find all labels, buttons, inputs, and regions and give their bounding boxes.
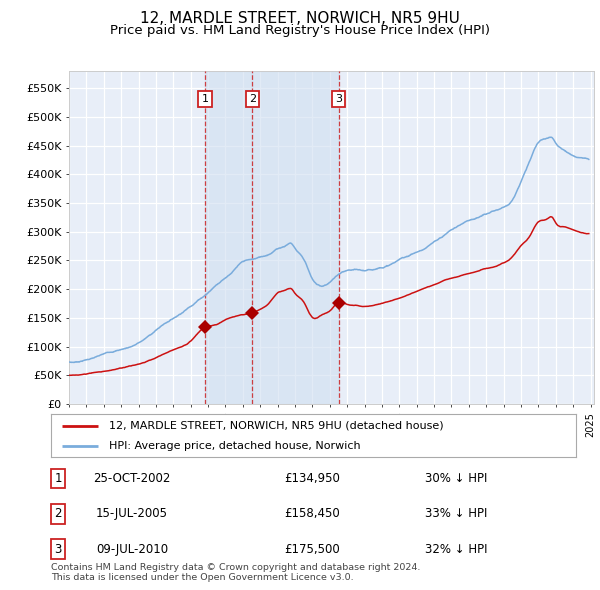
Text: 33% ↓ HPI: 33% ↓ HPI [425,507,487,520]
Text: 2: 2 [248,94,256,104]
Text: 30% ↓ HPI: 30% ↓ HPI [425,472,487,485]
Text: 1: 1 [55,472,62,485]
Bar [252,71,339,404]
Text: £134,950: £134,950 [284,472,340,485]
Text: £158,450: £158,450 [284,507,340,520]
Text: HPI: Average price, detached house, Norwich: HPI: Average price, detached house, Norw… [109,441,361,451]
Text: 3: 3 [335,94,343,104]
Text: £175,500: £175,500 [284,543,340,556]
Text: Price paid vs. HM Land Registry's House Price Index (HPI): Price paid vs. HM Land Registry's House … [110,24,490,37]
Text: 12, MARDLE STREET, NORWICH, NR5 9HU: 12, MARDLE STREET, NORWICH, NR5 9HU [140,11,460,25]
Text: Contains HM Land Registry data © Crown copyright and database right 2024.
This d: Contains HM Land Registry data © Crown c… [51,563,421,582]
Bar [205,71,252,404]
Text: 25-OCT-2002: 25-OCT-2002 [94,472,170,485]
Text: 09-JUL-2010: 09-JUL-2010 [96,543,168,556]
Text: 15-JUL-2005: 15-JUL-2005 [96,507,168,520]
Text: 12, MARDLE STREET, NORWICH, NR5 9HU (detached house): 12, MARDLE STREET, NORWICH, NR5 9HU (det… [109,421,443,431]
Text: 1: 1 [202,94,208,104]
Text: 3: 3 [55,543,62,556]
Text: 32% ↓ HPI: 32% ↓ HPI [425,543,487,556]
Text: 2: 2 [55,507,62,520]
